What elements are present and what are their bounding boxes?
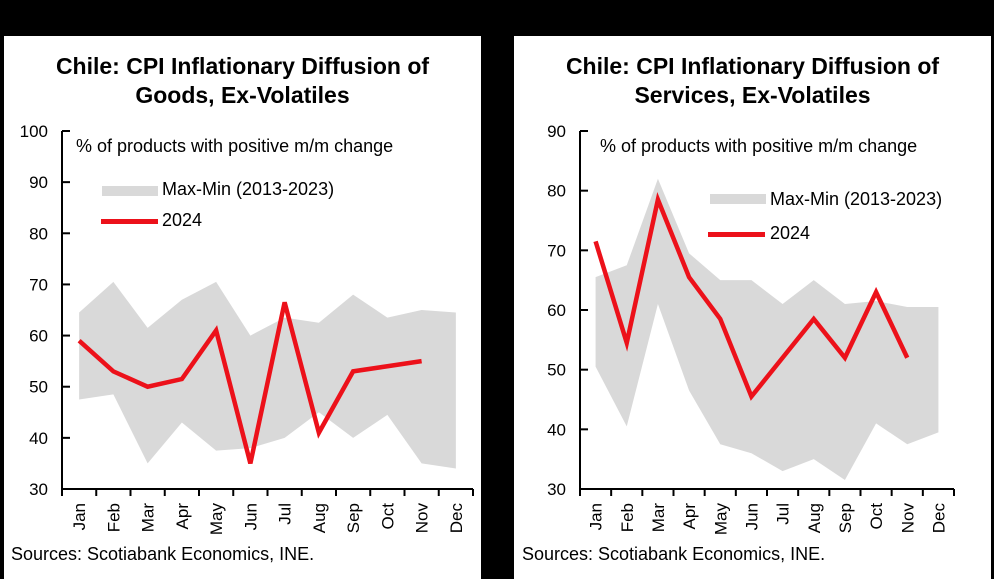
x-tick-label: Jun	[742, 503, 761, 530]
x-tick-label: Mar	[139, 503, 158, 533]
x-tick-label: Nov	[413, 503, 432, 534]
y-tick-label: 80	[547, 182, 566, 201]
y-tick-label: 40	[547, 420, 566, 439]
goods-chart-plot: 100 90 80 70 60 50 40 30 Jan Feb Mar Apr May Jun Jul Au…	[20, 122, 474, 536]
services-legend-band-label: Max-Min (2013-2023)	[770, 189, 943, 209]
x-tick-label: Nov	[898, 503, 917, 534]
y-tick-label: 60	[547, 301, 566, 320]
services-chart-title: Chile: CPI Inflationary Diffusion of Ser…	[514, 52, 991, 110]
goods-legend-band-swatch	[102, 186, 158, 196]
y-tick-label: 90	[29, 173, 48, 192]
y-tick-label: 80	[29, 224, 48, 243]
goods-chart-panel: Chile: CPI Inflationary Diffusion of Goo…	[4, 36, 481, 579]
goods-legend-line-label: 2024	[162, 210, 203, 230]
goods-legend-band-label: Max-Min (2013-2023)	[162, 179, 335, 199]
goods-title-line1: Chile: CPI Inflationary Diffusion of	[55, 53, 430, 79]
x-tick-label: Apr	[680, 503, 699, 530]
y-tick-label: 70	[547, 241, 566, 260]
x-tick-label: Jul	[774, 503, 793, 525]
x-tick-label: Jan	[587, 503, 606, 530]
x-tick-label: Jan	[70, 503, 89, 530]
goods-sources-text: Sources: Scotiabank Economics, INE.	[11, 544, 315, 564]
x-tick-label: Dec	[447, 503, 466, 534]
x-tick-label: May	[207, 503, 226, 536]
x-tick-label: Oct	[378, 503, 397, 530]
services-axis-note: % of products with positive m/m change	[600, 136, 918, 156]
x-tick-label: Feb	[104, 503, 123, 532]
services-title-line2: Services, Ex-Volatiles	[634, 82, 871, 108]
series-2024-line	[77, 301, 422, 464]
services-title-line1: Chile: CPI Inflationary Diffusion of	[565, 53, 940, 79]
x-tick-label: Aug	[805, 503, 824, 533]
goods-legend-line-swatch	[101, 219, 158, 224]
y-tick-label: 50	[547, 361, 566, 380]
services-chart-plot: 90 80 70 60 50 40 30 Jan Feb Mar Apr May Jun Jul Aug Se…	[547, 122, 955, 536]
goods-title-line2: Goods, Ex-Volatiles	[135, 82, 350, 108]
x-tick-label: Apr	[173, 503, 192, 530]
services-legend-line-swatch	[708, 232, 765, 237]
series-2024-line	[593, 191, 910, 401]
x-tick-label: Oct	[867, 503, 886, 530]
x-tick-label: Sep	[836, 503, 855, 533]
services-sources-text: Sources: Scotiabank Economics, INE.	[522, 544, 826, 564]
y-tick-label: 50	[29, 378, 48, 397]
services-chart-panel: Chile: CPI Inflationary Diffusion of Ser…	[514, 36, 991, 579]
goods-chart-title: Chile: CPI Inflationary Diffusion of Goo…	[4, 52, 481, 110]
y-tick-label: 70	[29, 275, 48, 294]
x-tick-label: May	[711, 503, 730, 536]
x-tick-label: Sep	[344, 503, 363, 533]
services-legend-band-swatch	[710, 194, 766, 204]
x-tick-label: Jul	[276, 503, 295, 525]
y-tick-label: 100	[20, 122, 48, 141]
y-tick-label: 30	[547, 480, 566, 499]
max-min-band	[595, 178, 939, 481]
y-tick-label: 30	[29, 480, 48, 499]
x-tick-label: Jun	[241, 503, 260, 530]
x-tick-label: Mar	[649, 503, 668, 533]
y-tick-label: 40	[29, 429, 48, 448]
y-tick-label: 60	[29, 327, 48, 346]
x-tick-label: Feb	[618, 503, 637, 532]
goods-axis-note: % of products with positive m/m change	[76, 136, 394, 156]
x-tick-label: Dec	[929, 503, 948, 534]
x-tick-label: Aug	[310, 503, 329, 533]
y-tick-label: 90	[547, 122, 566, 141]
services-legend-line-label: 2024	[770, 223, 811, 243]
